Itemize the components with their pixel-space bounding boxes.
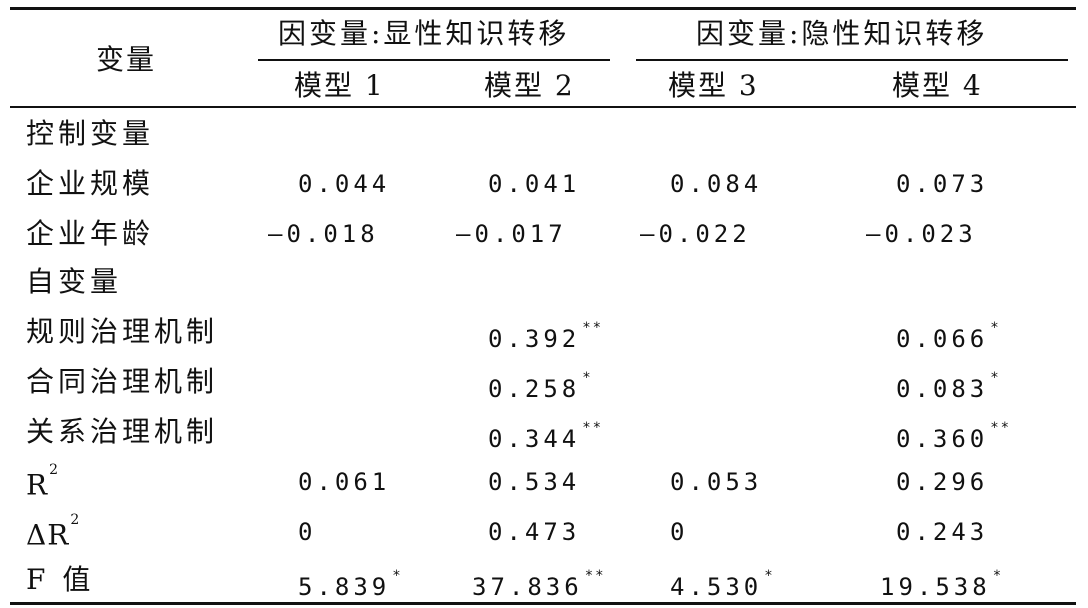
significance-stars: ** xyxy=(582,420,604,436)
cell-value: 4.530 xyxy=(670,573,763,601)
cell-firm-size-m1: 0.044 xyxy=(298,170,391,198)
cell-firm-size-m3: 0.084 xyxy=(670,170,763,198)
cell-dr2-m2: 0.473 xyxy=(488,518,581,546)
cell-f-m4: 19.538 * xyxy=(880,565,1003,604)
significance-stars: ** xyxy=(990,420,1012,436)
cell-firm-size-m4: 0.073 xyxy=(896,170,989,198)
cell-value: 0.083 xyxy=(896,375,989,403)
cell-value: 5.839 xyxy=(298,573,391,601)
row-label-firm-age: 企业年龄 xyxy=(26,217,155,250)
table-bottom-rule xyxy=(10,602,1076,605)
delta-r-squared-main: ΔR xyxy=(26,518,70,552)
cell-contract-gov-m2: 0.258 * xyxy=(488,367,593,406)
cell-value: 19.538 xyxy=(880,573,991,601)
significance-stars: ** xyxy=(582,320,604,336)
cell-f-m1: 5.839 * xyxy=(298,565,403,604)
significance-stars: * xyxy=(992,568,1004,584)
delta-r-squared-exponent: 2 xyxy=(70,512,81,528)
model-3-header: 模型 3 xyxy=(668,69,759,102)
row-label-contract-governance: 合同治理机制 xyxy=(26,365,219,398)
row-label-delta-r-squared: ΔR2 xyxy=(26,512,81,552)
cell-value: 37.836 xyxy=(472,573,583,601)
row-label-control-vars: 控制变量 xyxy=(26,117,155,150)
cell-firm-age-m1: —0.018 xyxy=(268,220,379,248)
cell-value: 0.066 xyxy=(896,325,989,353)
cell-relational-gov-m2: 0.344 ** xyxy=(488,417,603,456)
cell-rule-gov-m4: 0.066 * xyxy=(896,317,1001,356)
cell-firm-age-m2: —0.017 xyxy=(456,220,567,248)
row-label-r-squared: R2 xyxy=(26,462,60,502)
significance-stars: * xyxy=(582,370,593,386)
row-label-f-value: F 值 xyxy=(26,563,95,596)
significance-stars: ** xyxy=(584,568,606,584)
cell-firm-age-m3: —0.022 xyxy=(640,220,751,248)
cell-dr2-m3: 0 xyxy=(670,518,689,546)
row-label-independent-vars: 自变量 xyxy=(26,265,123,298)
group-header-explicit: 因变量:显性知识转移 xyxy=(278,17,570,50)
cell-f-m3: 4.530 * xyxy=(670,565,775,604)
cell-f-m2: 37.836 ** xyxy=(472,565,606,604)
cell-value: 0.344 xyxy=(488,425,581,453)
significance-stars: * xyxy=(392,568,403,584)
row-label-firm-size: 企业规模 xyxy=(26,167,155,200)
cell-r2-m3: 0.053 xyxy=(670,468,763,496)
cell-dr2-m1: 0 xyxy=(298,518,317,546)
cell-r2-m4: 0.296 xyxy=(896,468,989,496)
significance-stars: * xyxy=(764,568,775,584)
regression-table: 变量 因变量:显性知识转移 因变量:隐性知识转移 模型 1 模型 2 模型 3 … xyxy=(10,7,1076,605)
model-1-header: 模型 1 xyxy=(294,69,385,102)
table-top-rule xyxy=(10,7,1076,10)
cell-value: 0.360 xyxy=(896,425,989,453)
model-4-header: 模型 4 xyxy=(892,69,983,102)
group-header-tacit: 因变量:隐性知识转移 xyxy=(696,17,988,50)
group-right-rule xyxy=(636,59,1068,61)
cell-r2-m1: 0.061 xyxy=(298,468,391,496)
model-2-header: 模型 2 xyxy=(484,69,575,102)
cell-dr2-m4: 0.243 xyxy=(896,518,989,546)
cell-rule-gov-m2: 0.392 ** xyxy=(488,317,603,356)
r-squared-main: R xyxy=(26,468,49,502)
cell-value: 0.258 xyxy=(488,375,581,403)
group-left-rule xyxy=(258,59,610,61)
stub-header: 变量 xyxy=(96,43,157,76)
cell-r2-m2: 0.534 xyxy=(488,468,581,496)
header-bottom-rule xyxy=(10,106,1076,108)
cell-value: 0.392 xyxy=(488,325,581,353)
row-label-relational-governance: 关系治理机制 xyxy=(26,415,219,448)
significance-stars: * xyxy=(990,320,1001,336)
row-label-rule-governance: 规则治理机制 xyxy=(26,315,219,348)
significance-stars: * xyxy=(990,370,1001,386)
cell-relational-gov-m4: 0.360 ** xyxy=(896,417,1011,456)
cell-contract-gov-m4: 0.083 * xyxy=(896,367,1001,406)
r-squared-exponent: 2 xyxy=(49,462,60,478)
cell-firm-size-m2: 0.041 xyxy=(488,170,581,198)
cell-firm-age-m4: —0.023 xyxy=(866,220,977,248)
